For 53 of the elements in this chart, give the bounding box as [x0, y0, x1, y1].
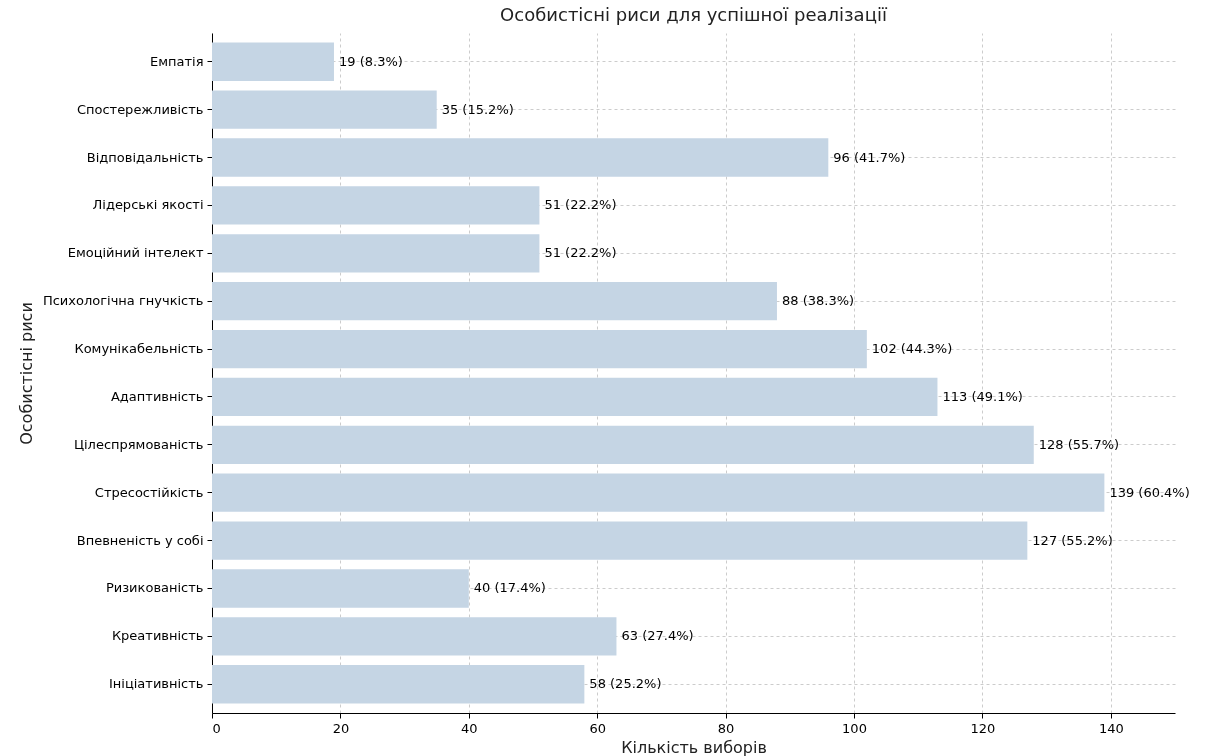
- bar: [212, 282, 777, 321]
- data-label: 51 (22.2%): [544, 245, 617, 261]
- y-tick-label: Спостережливість: [76, 101, 204, 117]
- bar: [212, 377, 938, 417]
- data-label: 127 (55.2%): [1032, 532, 1113, 548]
- x-tick-label: 60: [589, 720, 606, 736]
- bar: [212, 234, 540, 273]
- data-label: 128 (55.7%): [1038, 436, 1120, 452]
- x-tick-label: 20: [332, 720, 350, 736]
- bar: [212, 138, 829, 177]
- y-tick-label: Лідерські якості: [92, 197, 204, 213]
- bar: [212, 425, 1034, 464]
- y-tick-label: Емпатія: [150, 53, 204, 69]
- x-tick-label: 100: [842, 720, 867, 736]
- data-label: 40 (17.4%): [473, 580, 546, 596]
- bar: [212, 42, 334, 81]
- data-label: 113 (49.1%): [942, 388, 1023, 404]
- data-label: 51 (22.2%): [544, 197, 617, 213]
- y-tick-label: Ініціативність: [108, 676, 204, 692]
- y-tick-label: Комунікабельність: [74, 341, 204, 357]
- bar: [212, 665, 585, 704]
- data-label: 96 (41.7%): [833, 149, 906, 165]
- x-tick-label: 40: [461, 720, 478, 736]
- data-label: 102 (44.3%): [871, 341, 953, 357]
- bar: [212, 473, 1105, 512]
- data-label: 35 (15.2%): [441, 101, 514, 117]
- x-tick-label: 140: [1098, 720, 1124, 736]
- y-tick-label: Креативність: [111, 628, 204, 644]
- y-tick-label: Відповідальність: [86, 149, 204, 165]
- y-tick-label: Адаптивність: [110, 388, 204, 404]
- y-tick-label: Емоційний інтелект: [67, 245, 204, 261]
- chart-title: Особистісні риси для успішної реалізації: [500, 4, 888, 25]
- bar: [212, 186, 540, 225]
- bar: [212, 569, 469, 608]
- data-label: 19 (8.3%): [338, 53, 403, 69]
- bar: [212, 617, 617, 656]
- bar: [212, 521, 1028, 560]
- data-label: 88 (38.3%): [781, 293, 855, 309]
- x-tick-label: 120: [970, 720, 996, 736]
- bar: [212, 329, 867, 369]
- y-tick-label: Ризикованість: [105, 580, 204, 596]
- y-tick-label: Впевненість у собі: [76, 532, 204, 548]
- data-label: 63 (27.4%): [621, 628, 694, 644]
- y-tick-label: Психологічна гнучкість: [42, 293, 204, 309]
- y-tick-label: Стресостійкість: [94, 484, 204, 500]
- x-axis-title: Кількість виборів: [621, 737, 767, 756]
- bar: [212, 90, 437, 129]
- data-label: 139 (60.4%): [1109, 484, 1190, 500]
- y-axis-title: Особистісні риси: [16, 302, 36, 445]
- x-tick-label: 80: [717, 720, 735, 736]
- y-tick-label: Цілеспрямованість: [73, 436, 204, 452]
- x-tick-label: 0: [212, 720, 221, 736]
- data-label: 58 (25.2%): [589, 676, 662, 692]
